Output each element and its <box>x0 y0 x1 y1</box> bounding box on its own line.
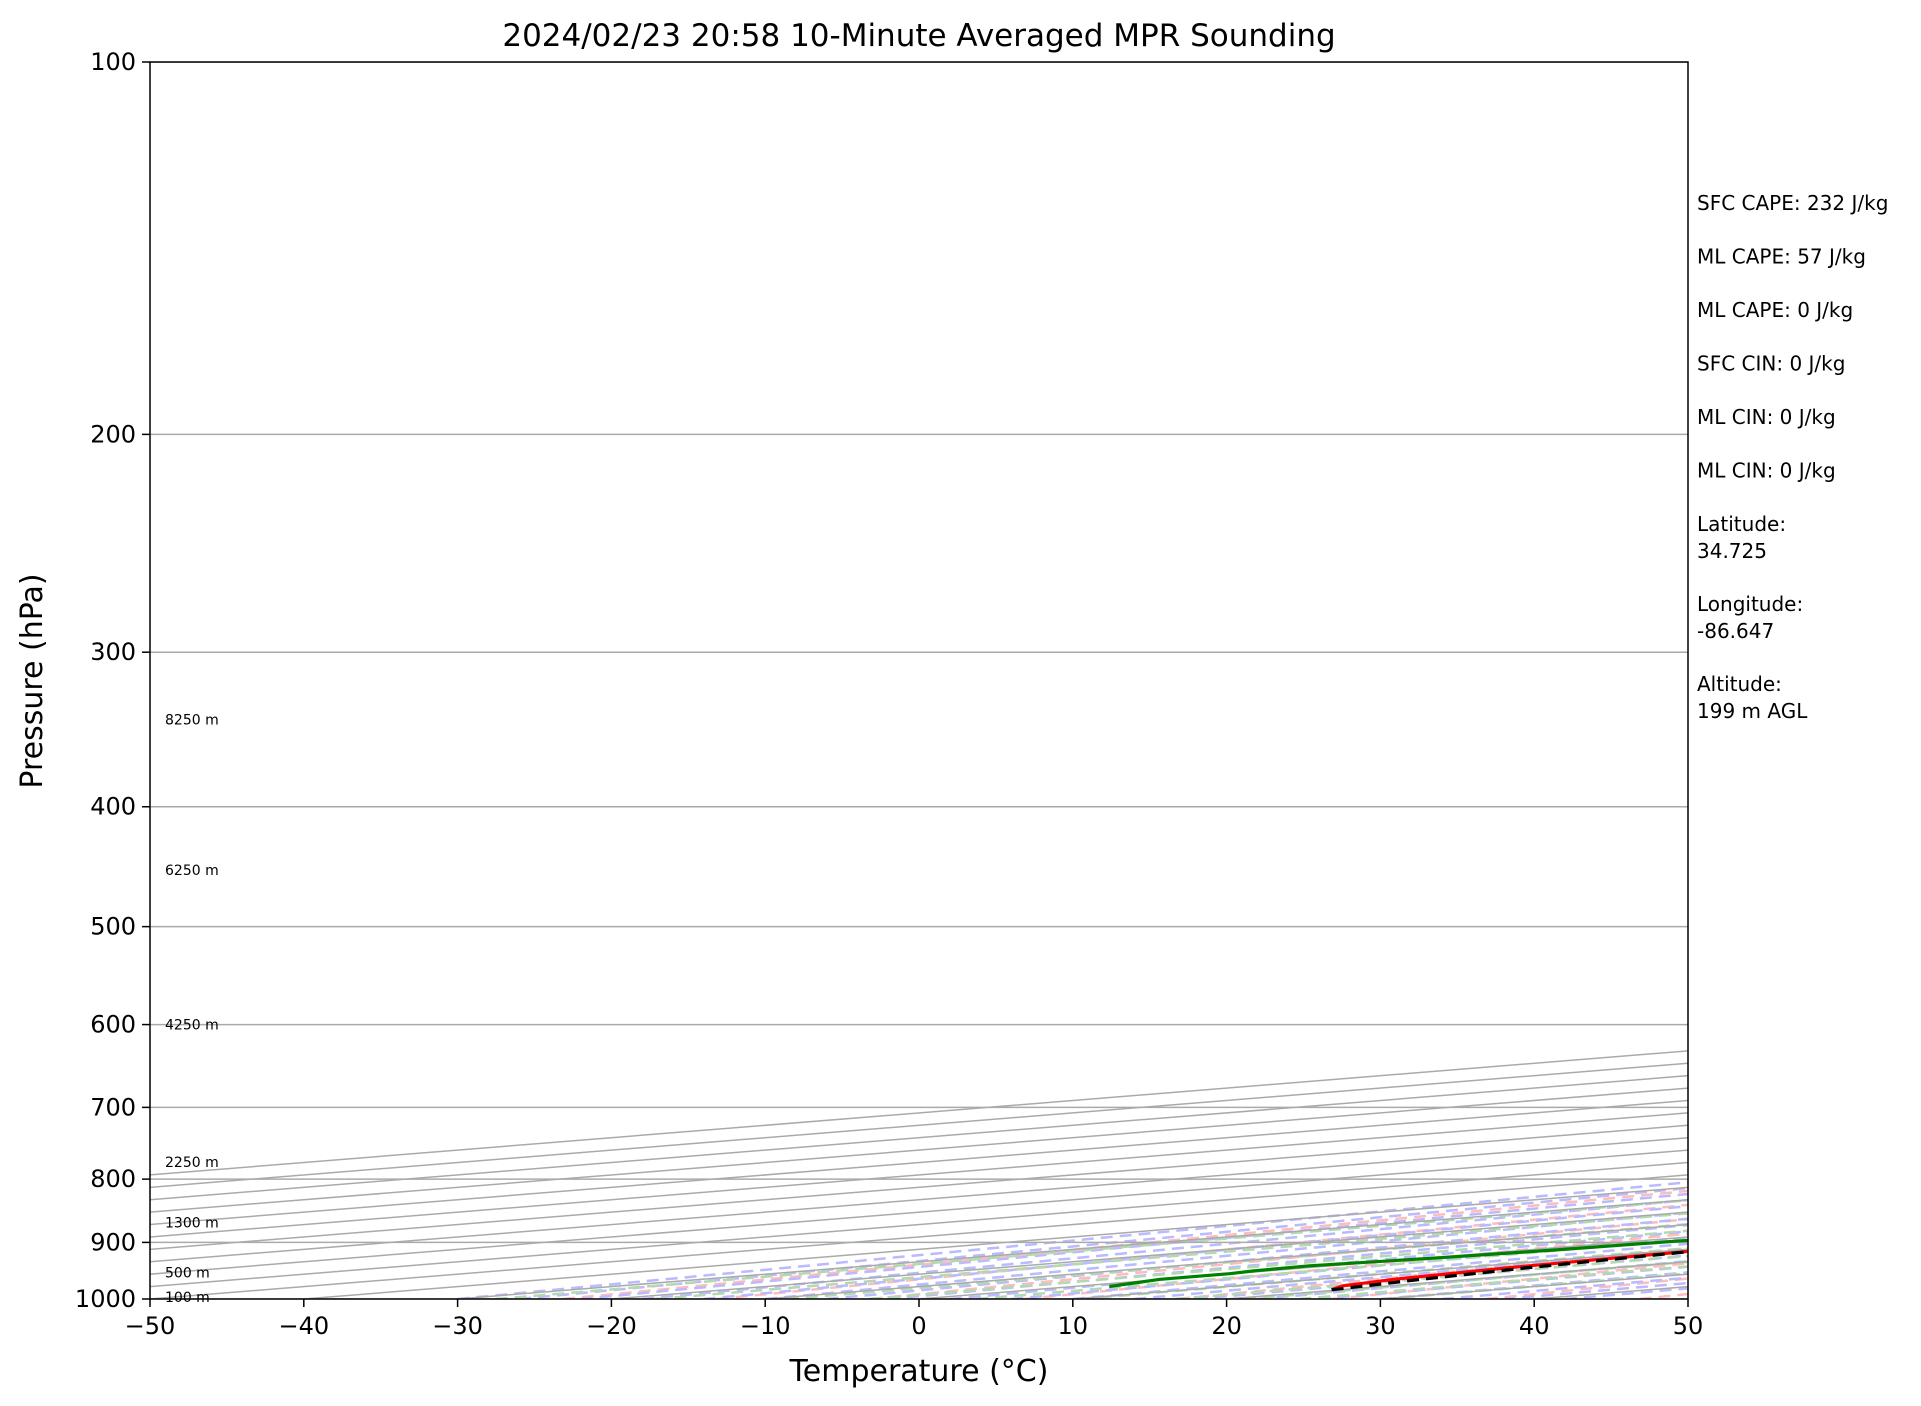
x-tick-label: 0 <box>911 1312 926 1340</box>
info-line: Longitude: <box>1697 592 1803 616</box>
x-tick-label: 20 <box>1211 1312 1242 1340</box>
info-line: ML CAPE: 0 J/kg <box>1697 298 1853 322</box>
x-tick-label: 50 <box>1673 1312 1704 1340</box>
height-label: 1300 m <box>165 1215 219 1231</box>
background-lines <box>150 62 1688 1299</box>
info-line: ML CAPE: 57 J/kg <box>1697 245 1866 269</box>
y-tick-label: 900 <box>90 1228 136 1256</box>
height-label: 500 m <box>165 1266 210 1282</box>
x-tick-label: −50 <box>125 1312 176 1340</box>
x-tick-label: −30 <box>432 1312 483 1340</box>
ticks-layer: −50 −40 −30 −20 −10 0 10 20 30 40 50 100 200 300 400 50… <box>75 48 1703 1340</box>
info-line: -86.647 <box>1697 619 1774 643</box>
height-label: 2250 m <box>165 1155 219 1171</box>
y-tick-label: 200 <box>90 420 136 448</box>
mixing-ratio-line <box>976 1238 1688 1299</box>
info-line: ML CIN: 0 J/kg <box>1697 405 1836 429</box>
y-axis-label: Pressure (hPa) <box>15 573 50 788</box>
y-tick-label: 600 <box>90 1011 136 1039</box>
height-label: 6250 m <box>165 863 219 879</box>
isotherm <box>150 1087 1688 1213</box>
y-tick-label: 100 <box>90 48 136 76</box>
info-panel: SFC CAPE: 232 J/kg ML CAPE: 57 J/kg ML CAP… <box>1697 191 1888 723</box>
height-label: 4250 m <box>165 1018 219 1034</box>
x-tick-label: −40 <box>278 1312 329 1340</box>
info-line: Latitude: <box>1697 512 1786 536</box>
info-line: ML CIN: 0 J/kg <box>1697 459 1836 483</box>
x-tick-label: −20 <box>586 1312 637 1340</box>
info-line: 34.725 <box>1697 539 1767 563</box>
info-line: 199 m AGL <box>1697 699 1808 723</box>
mixing-ratio-line <box>1174 1254 1688 1299</box>
x-tick-label: 30 <box>1365 1312 1396 1340</box>
info-line: SFC CIN: 0 J/kg <box>1697 352 1845 376</box>
isotherm <box>150 1050 1688 1176</box>
y-tick-label: 500 <box>90 913 136 941</box>
mixing-ratio-line <box>655 1212 1688 1299</box>
y-tick-label: 800 <box>90 1165 136 1193</box>
chart-title: 2024/02/23 20:58 10-Minute Averaged MPR … <box>502 18 1335 54</box>
isotherm <box>150 1062 1688 1189</box>
isotherm <box>150 1074 1688 1201</box>
mixing-ratio-line <box>868 1229 1688 1299</box>
y-tick-label: 300 <box>90 638 136 666</box>
moist-adiabat <box>518 1186 1688 1299</box>
y-tick-label: 400 <box>90 793 136 821</box>
height-label: 100 m <box>165 1290 210 1306</box>
info-line: SFC CAPE: 232 J/kg <box>1697 191 1888 215</box>
y-tick-label: 1000 <box>75 1285 136 1313</box>
height-label: 8250 m <box>165 712 219 728</box>
x-tick-label: 10 <box>1058 1312 1089 1340</box>
x-tick-label: 40 <box>1519 1312 1550 1340</box>
x-tick-label: −10 <box>740 1312 791 1340</box>
info-line: Altitude: <box>1697 672 1782 696</box>
height-labels: 8250 m 6250 m 4250 m 2250 m 1300 m 500 m 100 m <box>165 712 219 1305</box>
y-tick-label: 700 <box>90 1093 136 1121</box>
x-axis-label: Temperature (°C) <box>789 1354 1049 1389</box>
